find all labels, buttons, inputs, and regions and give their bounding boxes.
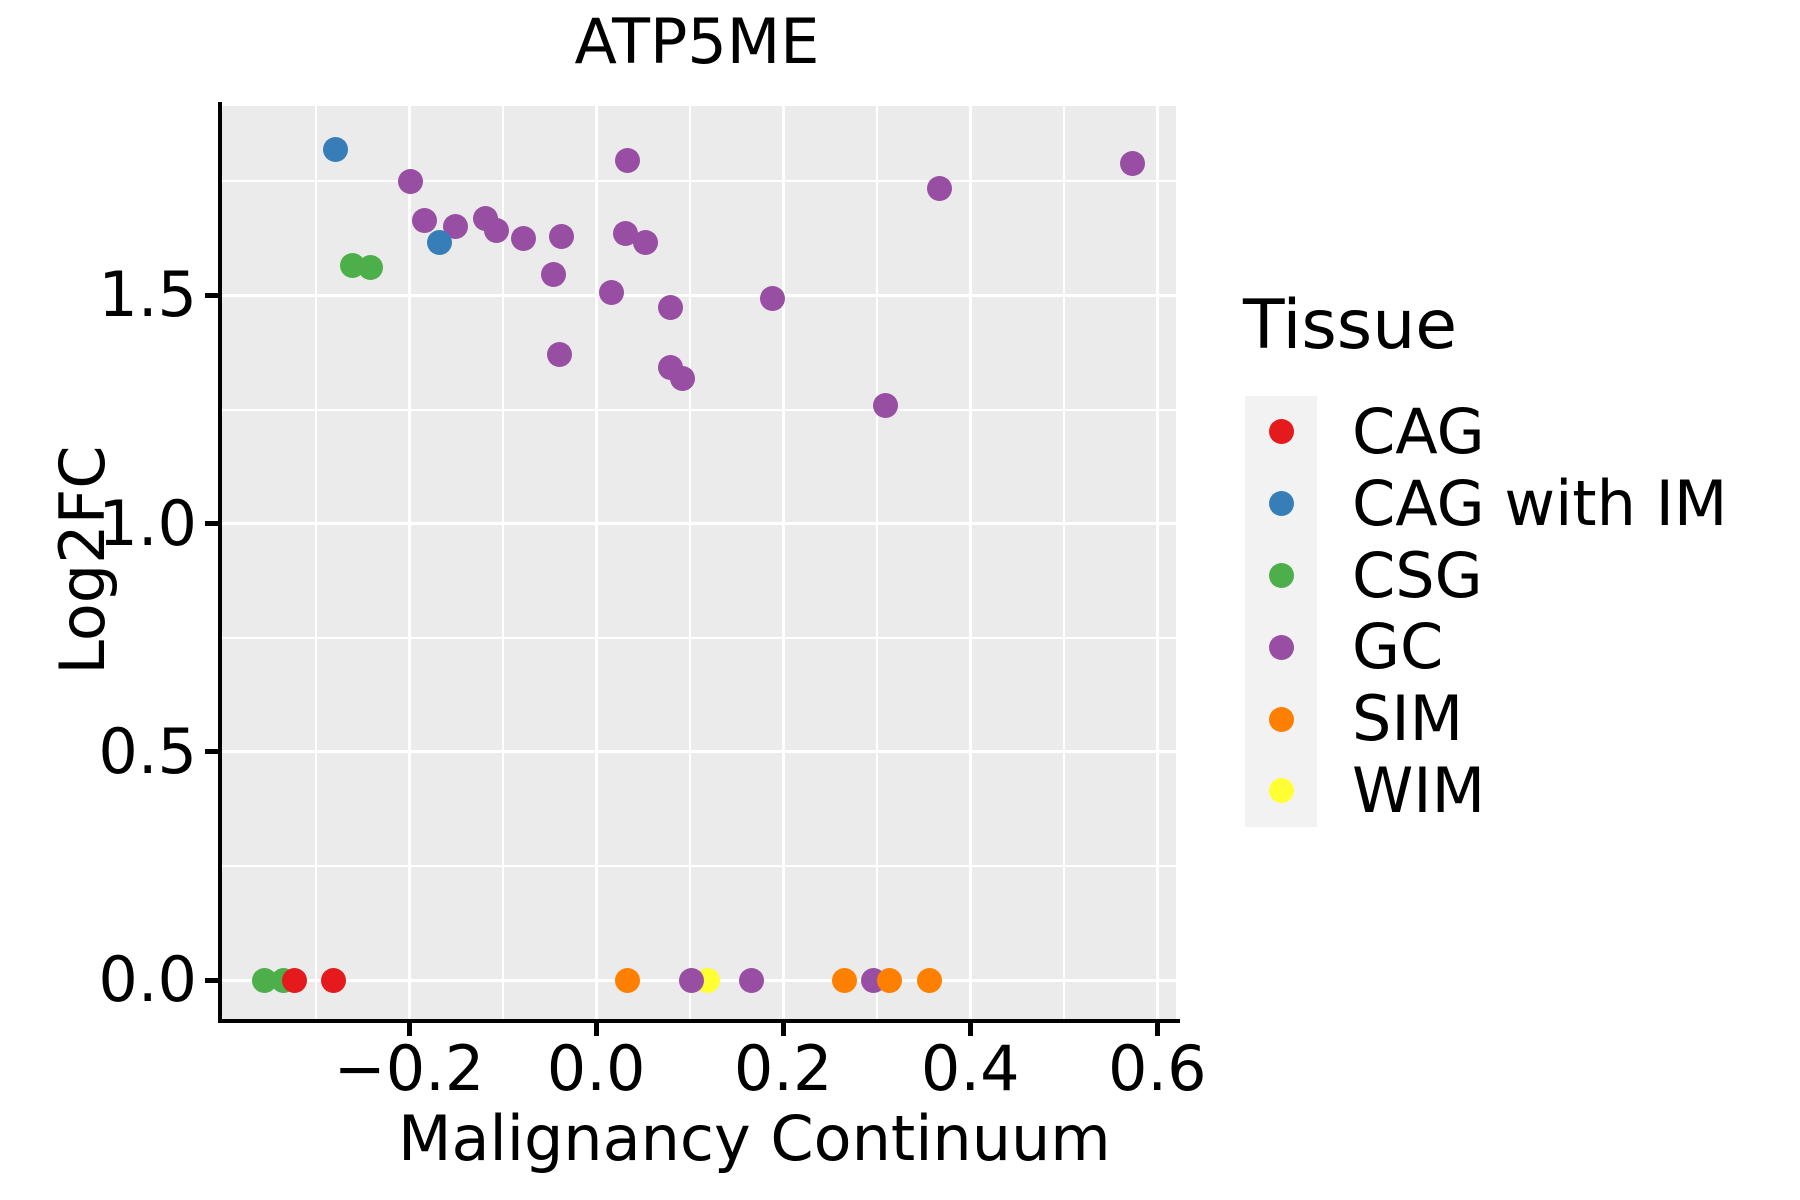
y-major-gridline xyxy=(222,750,1176,754)
chart-title: ATP5ME xyxy=(574,5,820,78)
x-major-gridline xyxy=(407,106,411,1019)
legend-label-wim: WIM xyxy=(1352,753,1486,827)
legend-label-csg: CSG xyxy=(1352,538,1483,612)
x-axis-spine xyxy=(218,1019,1180,1023)
x-axis-label: Malignancy Continuum xyxy=(398,1102,1111,1175)
data-point-gc xyxy=(540,261,566,287)
data-point-gc xyxy=(760,285,786,311)
data-point-gc xyxy=(633,230,659,256)
data-point-gc xyxy=(926,175,952,201)
y-tick-label: 1.0 xyxy=(98,486,197,560)
x-minor-gridline xyxy=(688,106,691,1019)
x-tick-label: −0.2 xyxy=(333,1032,485,1105)
data-point-gc xyxy=(598,279,624,305)
data-point-gc xyxy=(411,208,437,234)
data-point-gc xyxy=(657,294,683,320)
data-point-sim xyxy=(832,967,858,993)
data-point-gc xyxy=(872,392,898,418)
x-minor-gridline xyxy=(1062,106,1065,1019)
x-tick-mark xyxy=(780,1023,786,1036)
x-major-gridline xyxy=(1155,106,1159,1019)
y-minor-gridline xyxy=(222,636,1176,639)
plot-panel xyxy=(222,106,1176,1019)
x-tick-mark xyxy=(406,1023,412,1036)
y-tick-label: 1.5 xyxy=(98,258,197,332)
y-major-gridline xyxy=(222,293,1176,297)
y-axis-label: Log2FC xyxy=(46,445,119,675)
legend-label-sim: SIM xyxy=(1352,682,1464,756)
legend-label-cag-with-im: CAG with IM xyxy=(1352,466,1728,540)
x-major-gridline xyxy=(594,106,598,1019)
y-minor-gridline xyxy=(222,865,1176,868)
x-tick-mark xyxy=(967,1023,973,1036)
y-major-gridline xyxy=(222,522,1176,526)
data-point-sim xyxy=(615,967,641,993)
y-tick-mark xyxy=(205,521,218,527)
data-point-gc xyxy=(679,967,705,993)
x-tick-mark xyxy=(593,1023,599,1036)
x-minor-gridline xyxy=(314,106,317,1019)
x-tick-label: 0.2 xyxy=(733,1032,833,1105)
legend-marker-csg xyxy=(1268,563,1294,588)
y-tick-label: 0.5 xyxy=(98,714,197,788)
data-point-csg xyxy=(358,254,384,280)
y-tick-label: 0.0 xyxy=(98,943,197,1017)
data-point-gc xyxy=(510,226,536,252)
data-point-sim xyxy=(877,967,903,993)
data-point-cag-with-im xyxy=(322,137,348,163)
data-point-gc xyxy=(547,341,573,367)
legend-marker-cag xyxy=(1268,419,1294,445)
y-tick-mark xyxy=(205,749,218,755)
y-tick-mark xyxy=(205,977,218,983)
data-point-gc xyxy=(669,366,695,392)
x-major-gridline xyxy=(781,106,785,1019)
x-minor-gridline xyxy=(875,106,878,1019)
x-tick-mark xyxy=(1154,1023,1160,1036)
legend-marker-cag-with-im xyxy=(1268,491,1294,517)
data-point-cag xyxy=(282,967,308,993)
legend-label-gc: GC xyxy=(1352,610,1444,684)
data-point-sim xyxy=(916,967,942,993)
x-tick-label: 0.0 xyxy=(546,1032,646,1105)
data-point-gc xyxy=(549,223,574,249)
legend-marker-wim xyxy=(1268,778,1294,804)
y-axis-spine xyxy=(218,102,222,1023)
data-point-gc xyxy=(1119,151,1145,177)
legend-label-cag: CAG xyxy=(1352,394,1485,468)
y-minor-gridline xyxy=(222,180,1176,183)
data-point-gc xyxy=(484,217,510,243)
y-tick-mark xyxy=(205,292,218,298)
data-point-gc xyxy=(615,148,641,174)
x-minor-gridline xyxy=(501,106,504,1019)
legend-marker-sim xyxy=(1268,706,1294,732)
y-minor-gridline xyxy=(222,408,1176,411)
data-point-cag-with-im xyxy=(427,229,453,255)
x-major-gridline xyxy=(968,106,972,1019)
legend-title: Tissue xyxy=(1243,286,1458,365)
data-point-cag xyxy=(320,967,346,993)
data-point-gc xyxy=(398,168,424,194)
data-point-gc xyxy=(738,967,764,993)
x-tick-label: 0.6 xyxy=(1107,1032,1207,1105)
x-tick-label: 0.4 xyxy=(920,1032,1020,1105)
legend-marker-gc xyxy=(1268,634,1294,660)
